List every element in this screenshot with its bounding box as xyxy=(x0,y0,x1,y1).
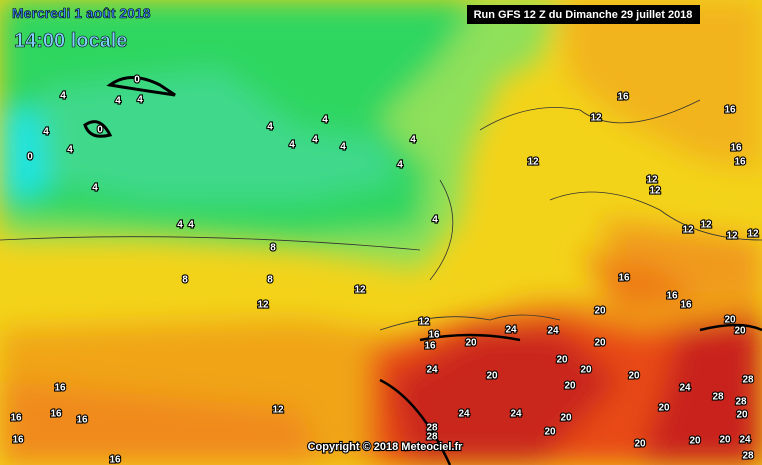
contour-label: 20 xyxy=(556,355,568,366)
contour-label: 16 xyxy=(724,105,736,116)
contour-label: 12 xyxy=(418,317,430,328)
contour-label: 4 xyxy=(322,115,328,126)
contour-label: 16 xyxy=(109,455,121,465)
contour-label: 24 xyxy=(547,326,559,337)
contour-label: 8 xyxy=(182,275,188,286)
contour-label: 16 xyxy=(734,157,746,168)
contour-label: 24 xyxy=(510,409,522,420)
contour-label: 12 xyxy=(747,229,759,240)
contour-label: 28 xyxy=(426,423,438,434)
contour-label: 0 xyxy=(27,152,33,163)
contour-label: 4 xyxy=(43,127,49,138)
contour-label: 16 xyxy=(10,413,22,424)
contour-label: 12 xyxy=(726,231,738,242)
contour-label: 16 xyxy=(618,273,630,284)
contour-label: 20 xyxy=(719,435,731,446)
run-box xyxy=(467,5,700,24)
contour-label: 12 xyxy=(257,300,269,311)
contour-label: 16 xyxy=(54,383,66,394)
contour-label: 20 xyxy=(736,410,748,421)
contour-label: 20 xyxy=(634,439,646,450)
contour-label: 16 xyxy=(428,330,440,341)
contour-label: 12 xyxy=(682,225,694,236)
run-info: Run GFS 12 Z du Dimanche 29 juillet 2018 xyxy=(474,9,693,21)
contour-label: 4 xyxy=(188,220,194,231)
valid-time: Mercredi 1 août 2018 xyxy=(12,5,151,21)
contour-label: 16 xyxy=(730,143,742,154)
contour-label: 12 xyxy=(354,285,366,296)
contour-label: 28 xyxy=(735,397,747,408)
contour-label: 8 xyxy=(267,275,273,286)
contour-label: 4 xyxy=(92,183,98,194)
contour-label: 20 xyxy=(724,315,736,326)
contour-label: 24 xyxy=(679,383,691,394)
contour-label: 20 xyxy=(465,338,477,349)
contour-label: 20 xyxy=(594,338,606,349)
contour-label: 0 xyxy=(134,75,140,86)
contour-label: 4 xyxy=(312,135,318,146)
contour-label: 4 xyxy=(397,160,403,171)
contour-label: 20 xyxy=(734,326,746,337)
contour-label: 4 xyxy=(67,145,73,156)
contour-label: 12 xyxy=(527,157,539,168)
contour-label: 28 xyxy=(426,432,438,443)
contour-label: 8 xyxy=(270,243,276,254)
contour-label: 20 xyxy=(564,381,576,392)
contour-label: 12 xyxy=(649,186,661,197)
contour-label: 24 xyxy=(505,325,517,336)
contour-label: 16 xyxy=(76,415,88,426)
contour-label: 24 xyxy=(458,409,470,420)
contour-label: 28 xyxy=(742,375,754,386)
contour-label: 4 xyxy=(115,96,121,107)
contour-label: 4 xyxy=(137,95,143,106)
contour-label: 28 xyxy=(742,451,754,462)
contour-label: 20 xyxy=(544,427,556,438)
contour-label: 4 xyxy=(60,91,66,102)
contour-label: 20 xyxy=(689,436,701,447)
contour-label: 24 xyxy=(426,365,438,376)
contour-label: 12 xyxy=(646,175,658,186)
contour-label: 20 xyxy=(594,306,606,317)
contour-label: 16 xyxy=(666,291,678,302)
contour-label: 0 xyxy=(97,125,103,136)
contour-label: 4 xyxy=(410,135,416,146)
contour-label: 20 xyxy=(580,365,592,376)
contour-label: 4 xyxy=(432,215,438,226)
contour-label: 12 xyxy=(272,405,284,416)
contour-label: 28 xyxy=(712,392,724,403)
local-time: 14:00 locale xyxy=(14,30,127,52)
contour-label: 20 xyxy=(486,371,498,382)
contour-label: 16 xyxy=(12,435,24,446)
contour-label: 12 xyxy=(590,113,602,124)
contour-label: 20 xyxy=(628,371,640,382)
contour-label: 20 xyxy=(560,413,572,424)
contour-label: 4 xyxy=(267,122,273,133)
copyright: Copyright © 2018 Meteociel.fr xyxy=(308,441,464,453)
contour-label: 16 xyxy=(424,341,436,352)
contour-label: 4 xyxy=(177,220,183,231)
contour-label: 4 xyxy=(340,142,346,153)
contour-label: 20 xyxy=(658,403,670,414)
contour-label: 16 xyxy=(680,300,692,311)
contour-label: 4 xyxy=(289,140,295,151)
contour-label: 12 xyxy=(700,220,712,231)
contour-label: 16 xyxy=(50,409,62,420)
contour-label: 16 xyxy=(617,92,629,103)
contour-label: 24 xyxy=(739,435,751,446)
